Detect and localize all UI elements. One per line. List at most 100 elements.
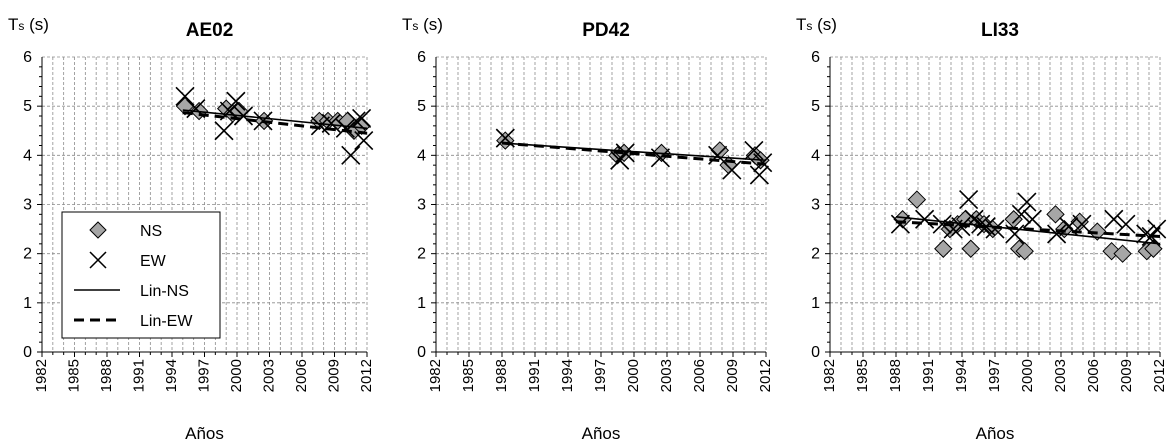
data-point-ew <box>214 121 234 141</box>
x-tick-label: 1994 <box>163 359 180 392</box>
legend-box <box>61 211 221 339</box>
x-tick-label: 1988 <box>887 359 904 392</box>
x-tick-label: 2009 <box>1118 359 1135 392</box>
trend-line-ew <box>501 141 767 166</box>
data-point-ew <box>335 118 355 138</box>
data-point-ns <box>1102 242 1121 261</box>
x-tick-label: 1991 <box>920 359 937 392</box>
y-tick-label: 5 <box>23 98 32 115</box>
x-tick-label: 2006 <box>691 359 708 392</box>
data-point-ew <box>971 214 991 234</box>
legend-marker-diamond <box>89 221 107 239</box>
y-axis-label: Ts (s) <box>796 15 837 34</box>
x-tick-label: 2000 <box>228 359 245 392</box>
x-tick-label: 1991 <box>526 359 543 392</box>
x-tick-label: 1988 <box>98 359 115 392</box>
y-tick-label: 5 <box>417 98 426 115</box>
y-tick-label: 2 <box>23 246 32 263</box>
x-tick-label: 1988 <box>493 359 510 392</box>
x-tick-label: 1982 <box>427 359 444 392</box>
x-tick-label: 1982 <box>821 359 838 392</box>
data-point-ew <box>1136 224 1156 244</box>
data-point-ns <box>719 155 738 175</box>
y-axis-label-main: T <box>796 15 806 34</box>
data-point-ew <box>985 219 1005 239</box>
data-point-ew <box>959 190 979 210</box>
legend-label: Lin-NS <box>140 283 189 300</box>
y-tick-label: 1 <box>23 295 32 312</box>
y-axis-label-main: T <box>402 15 412 34</box>
legend-label: EW <box>140 253 167 270</box>
y-axis-label-unit: (s) <box>24 15 49 34</box>
y-axis-label-unit: (s) <box>418 15 443 34</box>
y-tick-label: 1 <box>417 295 426 312</box>
data-point-ns <box>961 239 981 258</box>
data-point-ew <box>341 145 361 165</box>
x-tick-label: 2009 <box>724 359 741 392</box>
x-tick-label: 1997 <box>592 359 609 392</box>
y-tick-label: 3 <box>811 197 820 214</box>
data-point-ns <box>1113 244 1132 263</box>
x-axis-label: Años <box>582 424 621 443</box>
data-point-ew <box>749 165 769 185</box>
data-point-ew <box>321 113 341 133</box>
data-point-ew <box>352 108 372 129</box>
x-axis-label: Años <box>976 424 1015 443</box>
data-point-ew <box>932 214 952 234</box>
x-tick-label: 2003 <box>658 359 675 392</box>
y-tick-label: 2 <box>811 246 820 263</box>
x-tick-label: 2012 <box>757 359 774 392</box>
data-point-ns <box>1015 242 1034 261</box>
legend-label: Lin-EW <box>140 313 193 330</box>
y-tick-label: 0 <box>417 344 426 361</box>
x-tick-label: 2006 <box>293 359 310 392</box>
data-point-ew <box>175 86 195 106</box>
y-axis-label-main: T <box>8 15 18 34</box>
y-tick-label: 4 <box>811 147 820 164</box>
chart-panel-2: 1982 1985 1988 1991 1994 1997 2000 2003 2006 2009… <box>402 15 774 443</box>
data-point-ew <box>744 140 764 160</box>
legend: NS EW Lin-NS Lin-EW <box>61 211 221 339</box>
data-point-ew <box>1011 204 1031 224</box>
data-point-ew <box>615 143 635 163</box>
x-tick-label: 2012 <box>358 359 375 392</box>
data-point-ns <box>893 210 912 229</box>
data-point-ew <box>650 148 670 168</box>
data-point-ew <box>1104 209 1124 229</box>
y-axis-label-subscript: s <box>18 19 24 33</box>
x-tick-label: 2009 <box>325 359 342 392</box>
y-tick-label: 4 <box>417 147 426 164</box>
y-axis-label-subscript: s <box>412 19 418 33</box>
trend-line-ns <box>501 142 767 162</box>
data-point-ew <box>354 131 374 151</box>
y-axis-label-unit: (s) <box>812 15 837 34</box>
y-tick-label: 2 <box>417 246 426 263</box>
y-tick-label: 6 <box>811 49 820 66</box>
x-tick-label: 1985 <box>460 359 477 392</box>
trend-line-ew <box>895 220 1161 238</box>
chart-panel-3: 1982 1985 1988 1991 1994 1997 2000 2003 2006 2009… <box>796 15 1168 443</box>
x-tick-label: 2003 <box>1052 359 1069 392</box>
chart-title: PD42 <box>582 20 630 41</box>
data-point-ns <box>496 131 515 150</box>
y-tick-label: 0 <box>23 344 32 361</box>
data-point-ew <box>1147 219 1167 239</box>
data-point-ew <box>1022 209 1042 229</box>
data-point-ew <box>722 160 742 180</box>
x-tick-label: 1991 <box>130 359 147 392</box>
x-tick-label: 1985 <box>854 359 871 392</box>
x-axis-label: Años <box>185 424 224 443</box>
x-tick-label: 2003 <box>260 359 277 392</box>
data-point-ns <box>1144 239 1163 258</box>
y-axis-label: Ts (s) <box>402 15 443 34</box>
x-tick-label: 2000 <box>625 359 642 392</box>
legend-marker-x <box>89 251 107 269</box>
chart-title: AE02 <box>186 20 234 41</box>
x-tick-label: 2006 <box>1085 359 1102 392</box>
x-tick-label: 1997 <box>195 359 212 392</box>
y-tick-label: 1 <box>811 295 820 312</box>
chart-panel-1: 1982 1985 1988 1991 1994 1997 2000 2003 2006 2009… <box>8 15 375 443</box>
data-point-ns <box>934 239 953 258</box>
chart-title: LI33 <box>981 20 1019 41</box>
